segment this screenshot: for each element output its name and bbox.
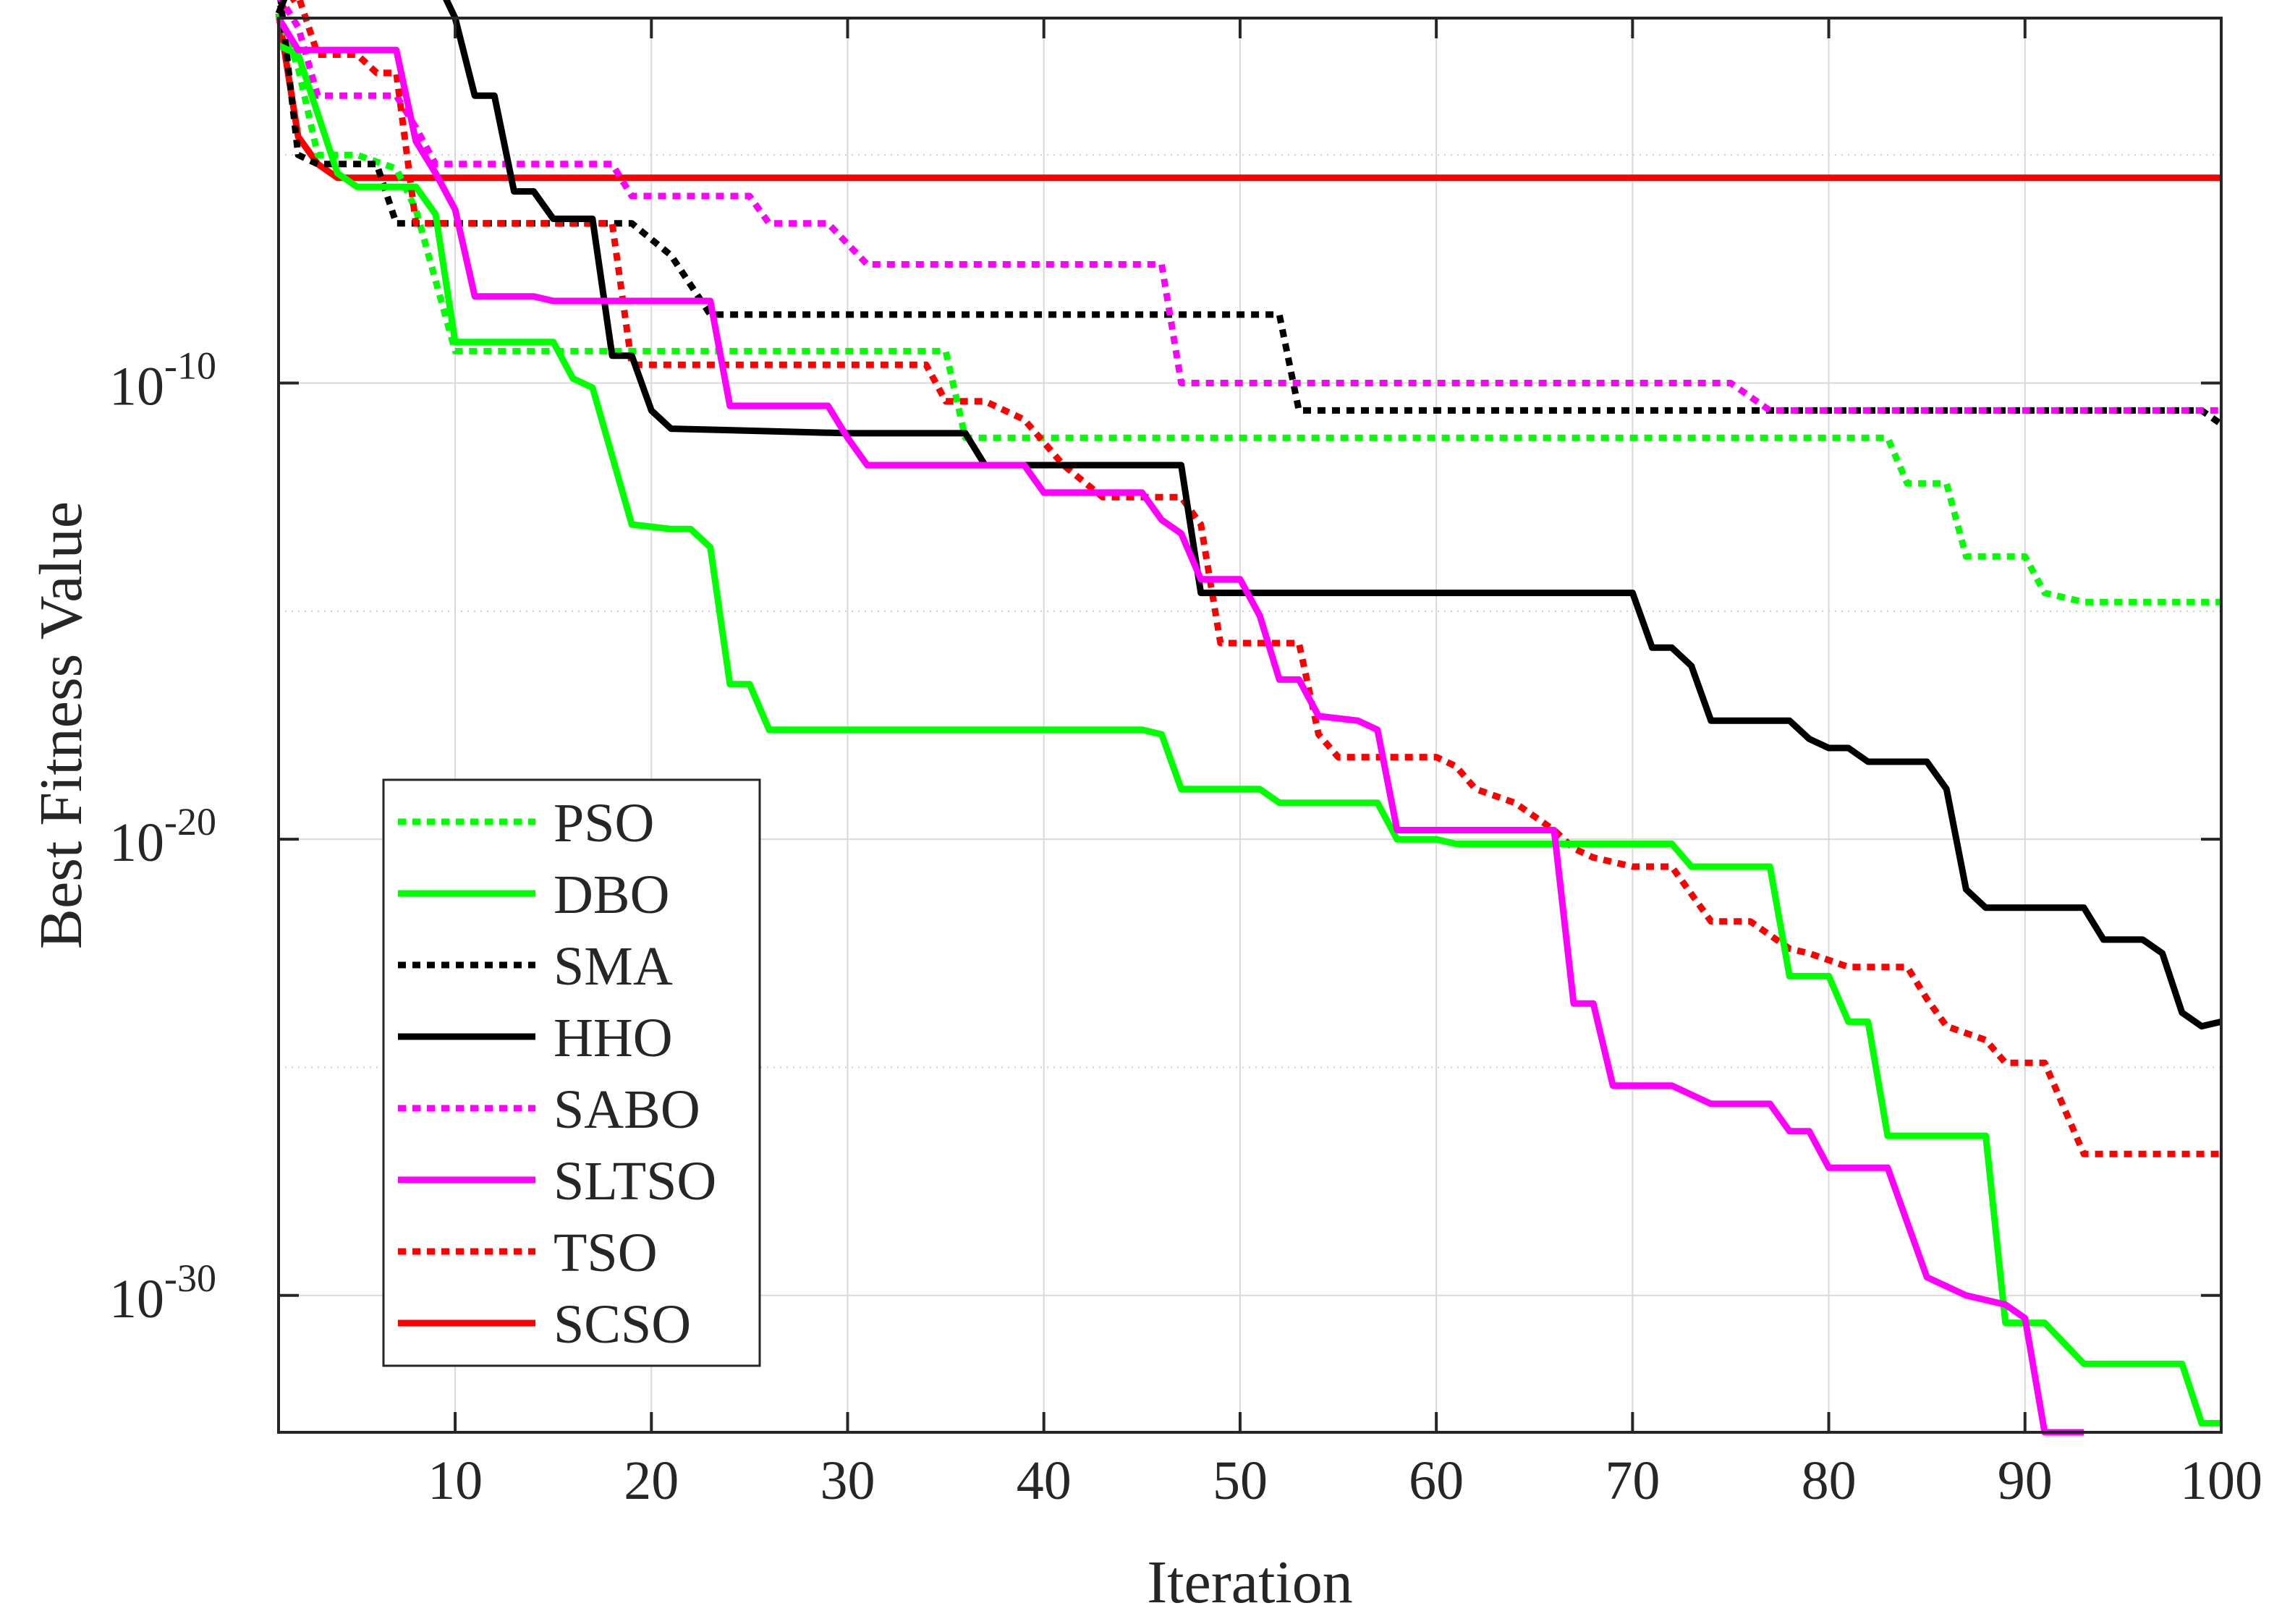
x-axis-label: Iteration bbox=[1147, 1549, 1353, 1616]
series-line-sltso bbox=[276, 16, 2084, 1436]
legend-label-dbo: DBO bbox=[553, 864, 669, 925]
legend-label-scso: SCSO bbox=[553, 1294, 691, 1355]
x-tick-label: 70 bbox=[1605, 1450, 1660, 1511]
x-tick-label: 90 bbox=[1998, 1450, 2053, 1511]
x-tick-label: 10 bbox=[428, 1450, 483, 1511]
series-layer bbox=[275, 0, 2223, 1436]
series-line-hho bbox=[275, 0, 2223, 1030]
series-line-sabo bbox=[277, 0, 2221, 414]
legend-label-pso: PSO bbox=[553, 793, 654, 854]
x-tick-label: 40 bbox=[1017, 1450, 1072, 1511]
legend-box bbox=[382, 778, 761, 1367]
y-tick-label: 10-10 bbox=[109, 344, 216, 417]
x-tick-label: 20 bbox=[624, 1450, 679, 1511]
series-line-pso bbox=[275, 12, 2221, 605]
legend-label-sabo: SABO bbox=[553, 1079, 700, 1140]
series-line-sma bbox=[277, 0, 2223, 427]
series-line-dbo bbox=[277, 42, 2221, 1427]
legend-label-tso: TSO bbox=[553, 1223, 658, 1283]
plot-area-frame bbox=[277, 17, 2223, 1434]
y-axis-label: Best Fitness Value bbox=[27, 501, 95, 949]
x-tick-label: 100 bbox=[2180, 1450, 2262, 1511]
legend-label-sma: SMA bbox=[553, 936, 673, 997]
series-line-tso bbox=[276, 0, 2221, 1157]
y-tick-label: 10-30 bbox=[109, 1257, 216, 1330]
x-tick-label: 30 bbox=[820, 1450, 875, 1511]
x-tick-label: 60 bbox=[1409, 1450, 1464, 1511]
x-tick-label: 80 bbox=[1802, 1450, 1857, 1511]
y-tick-label: 10-20 bbox=[109, 800, 216, 873]
legend-label-hho: HHO bbox=[553, 1008, 673, 1068]
legend: PSO DBO SMA HHO SABO SLTSO TSO SCSO bbox=[382, 778, 761, 1367]
axis-ticks: 10 20 30 40 50 60 70 80 90 100 10-10 10-20 10-30 bbox=[109, 18, 2262, 1511]
legend-label-sltso: SLTSO bbox=[553, 1151, 716, 1212]
x-tick-label: 50 bbox=[1213, 1450, 1268, 1511]
